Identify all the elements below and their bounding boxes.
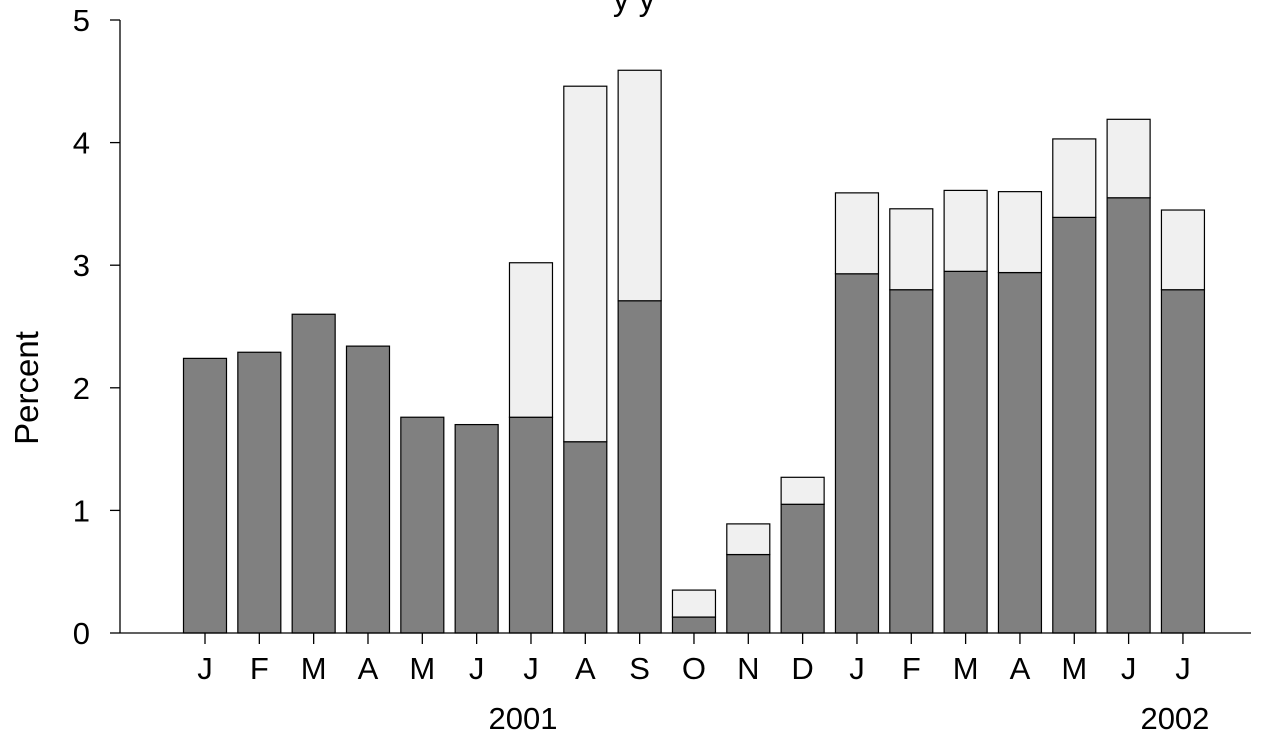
bar-segment-2-8 [563,85,608,443]
bar-segment-1-18 [1106,197,1151,634]
x-tick-label-16: A [1010,651,1031,686]
x-tick-label-9: S [629,651,650,686]
bar-segment-1-1 [182,357,228,634]
bar-segment-2-7 [508,262,554,418]
bar-segment-2-16 [997,191,1043,274]
bar-segment-1-5 [400,416,445,634]
bar-segment-1-3 [291,313,336,634]
bar-segment-2-13 [834,192,880,275]
bar-segment-2-17 [1052,138,1097,218]
bar-segment-1-19 [1160,289,1206,634]
y-tick-label-4: 4 [73,126,90,161]
bar-segment-1-7 [508,416,554,634]
bar-segment-1-14 [889,289,934,634]
bar-segment-1-17 [1052,216,1097,634]
x-tick-label-11: N [737,651,759,686]
bar-segment-1-10 [671,616,717,634]
bar-segment-2-14 [889,208,934,291]
year-label-2001: 2001 [488,701,557,736]
year-label-2002: 2002 [1140,701,1209,736]
x-tick-label-3: M [301,651,327,686]
y-tick-label-5: 5 [73,3,90,38]
bar-segment-2-15 [943,189,988,272]
x-tick-label-5: M [409,651,435,686]
x-tick-label-18: J [1121,651,1137,686]
y-axis-title: Percent [8,331,45,445]
x-tick-label-15: M [953,651,979,686]
bar-segment-1-4 [345,345,391,634]
bar-segment-1-16 [997,271,1043,634]
bar-segment-1-11 [726,553,771,634]
bar-segment-2-18 [1106,118,1151,199]
bar-segment-2-9 [617,69,662,302]
x-tick-label-12: D [791,651,813,686]
bar-segment-1-9 [617,300,662,634]
x-tick-label-19: J [1175,651,1191,686]
y-tick-label-2: 2 [73,371,90,406]
bar-segment-1-6 [454,423,499,634]
y-tick-label-1: 1 [73,493,90,528]
x-tick-label-17: M [1061,651,1087,686]
x-tick-label-14: F [902,651,921,686]
bar-segment-1-8 [563,441,608,634]
x-tick-label-8: A [575,651,596,686]
bar-segment-1-15 [943,270,988,634]
bar-segment-2-19 [1160,209,1206,291]
x-tick-label-10: O [682,651,706,686]
bar-segment-2-11 [726,523,771,556]
x-tick-label-2: F [250,651,269,686]
x-tick-label-1: J [197,651,213,686]
x-tick-label-4: A [358,651,379,686]
bar-segment-1-2 [237,351,282,634]
bar-segment-1-13 [834,273,880,634]
bar-segment-2-12 [780,476,825,505]
x-tick-label-7: J [523,651,539,686]
x-tick-label-6: J [469,651,485,686]
chart-title-fragment: y y [613,0,656,17]
bar-segment-1-12 [780,503,825,634]
y-tick-label-0: 0 [73,616,90,651]
x-tick-label-13: J [849,651,865,686]
axes-group [110,19,1251,644]
bar-segment-2-10 [671,589,717,618]
bars-group [182,69,1206,634]
y-tick-label-3: 3 [73,248,90,283]
